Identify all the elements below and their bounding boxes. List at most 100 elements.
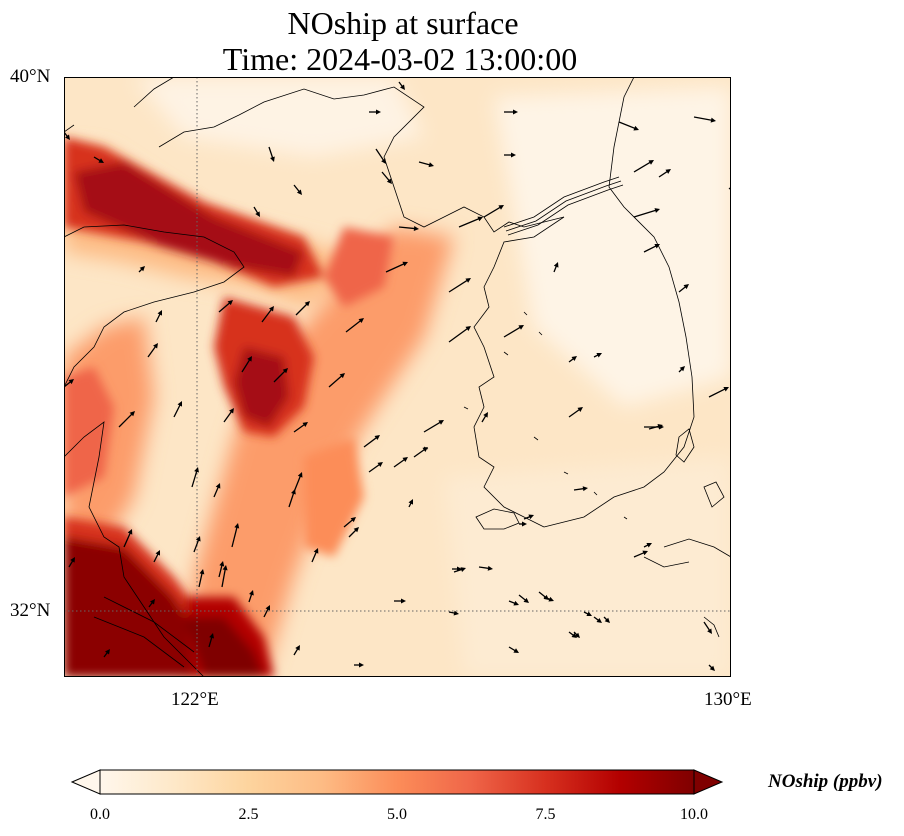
- lat-tick-label-40n: 40°N: [10, 66, 51, 87]
- wind-arrow-shaft: [633, 209, 658, 218]
- wind-arrow-head: [295, 645, 300, 651]
- wind-arrow-head: [374, 435, 380, 440]
- wind-arrow-shaft: [398, 226, 417, 230]
- wind-arrow-head: [571, 633, 577, 638]
- wind-arrow-shaft: [413, 448, 426, 458]
- wind-arrow-head: [153, 343, 158, 349]
- wind-arrow-head: [513, 109, 518, 115]
- wind-arrow-shaft: [288, 491, 295, 508]
- colorbar-tick-label: 10.0: [680, 806, 708, 823]
- wind-arrow-head: [665, 169, 671, 174]
- wind-arrow-head: [596, 618, 602, 623]
- wind-arrow-head: [548, 596, 554, 602]
- wind-arrow-head: [249, 590, 254, 596]
- wind-arrow-head: [401, 598, 406, 604]
- wind-arrow-head: [498, 205, 504, 210]
- wind-arrow-head: [522, 521, 527, 527]
- wind-arrow-head: [296, 189, 302, 195]
- wind-arrow-head: [523, 597, 529, 603]
- map-panel: [64, 77, 731, 677]
- wind-arrow-head: [255, 211, 260, 217]
- wind-arrow-head: [457, 566, 462, 572]
- wind-arrow-head: [177, 401, 182, 407]
- wind-arrow-head: [70, 557, 75, 563]
- wind-arrow-head: [709, 665, 715, 671]
- wind-arrow-head: [269, 306, 274, 312]
- map-title-line2: Time: 2024-03-02 13:00:00: [222, 41, 578, 77]
- wind-arrow-shaft: [123, 531, 132, 548]
- wind-arrow-shaft: [173, 403, 182, 418]
- wind-arrow-shaft: [231, 525, 238, 548]
- wind-arrow-shaft: [393, 458, 406, 468]
- wind-arrow-head: [487, 565, 493, 571]
- wind-arrow-head: [654, 244, 660, 249]
- wind-arrow-shaft: [483, 205, 502, 218]
- wind-arrow-head: [350, 517, 356, 523]
- wind-arrow-head: [157, 310, 162, 316]
- wind-arrow-head: [227, 300, 233, 306]
- wind-arrow-head: [413, 226, 419, 231]
- colorbar-extend-min: [70, 769, 101, 795]
- lon-tick-label-122e: 122°E: [171, 689, 219, 710]
- wind-arrow-head: [381, 158, 386, 164]
- wind-arrow-shaft: [328, 374, 344, 388]
- wind-arrow-head: [642, 550, 648, 556]
- wind-arrow-shaft: [381, 171, 391, 183]
- wind-arrow-head: [586, 611, 592, 616]
- wind-arrow-shaft: [345, 319, 363, 333]
- wind-arrow-head: [377, 462, 383, 467]
- wind-arrow-shaft: [728, 186, 731, 190]
- wind-arrow-head: [633, 125, 639, 131]
- wind-vectors: [64, 81, 731, 671]
- wind-arrow-shaft: [218, 563, 223, 578]
- wind-arrow-head: [511, 152, 516, 158]
- wind-arrow-head: [596, 353, 602, 358]
- wind-arrow-head: [195, 536, 201, 542]
- wind-arrow-shaft: [418, 161, 432, 166]
- wind-arrow-head: [683, 284, 689, 290]
- wind-arrow-head: [302, 422, 308, 427]
- wind-arrow-head: [422, 447, 428, 452]
- wind-arrow-shaft: [618, 121, 637, 130]
- wind-arrow-head: [98, 158, 104, 163]
- wind-arrow-head: [65, 134, 70, 140]
- wind-arrow-shaft: [118, 412, 134, 428]
- wind-arrow-head: [428, 162, 434, 168]
- wind-arrow-shaft: [241, 358, 251, 373]
- wind-arrow-head: [339, 373, 345, 379]
- colorbar: [70, 769, 724, 795]
- field-hotspots: [64, 137, 394, 677]
- wind-arrow-shaft: [643, 244, 658, 253]
- wind-arrow-head: [402, 457, 408, 462]
- wind-arrow-head: [465, 326, 471, 331]
- wind-arrow-head: [659, 424, 664, 430]
- wind-arrow-head: [376, 109, 381, 115]
- wind-arrow-shaft: [273, 369, 287, 383]
- wind-arrow-head: [199, 569, 205, 575]
- wind-arrow-shaft: [693, 116, 714, 122]
- wind-arrow-head: [604, 617, 610, 623]
- wind-arrow-head: [648, 160, 654, 165]
- wind-arrow-shaft: [268, 146, 274, 160]
- wind-arrow-shaft: [218, 301, 232, 313]
- wind-arrow-head: [518, 325, 524, 330]
- wind-arrow-head: [582, 486, 588, 492]
- lon-tick-label-130e: 130°E: [704, 689, 752, 710]
- wind-arrow-shaft: [568, 408, 581, 418]
- wind-arrow-head: [313, 548, 319, 554]
- wind-arrow-head: [386, 178, 392, 184]
- wind-arrow-shaft: [448, 327, 469, 343]
- wind-arrow-head: [710, 117, 716, 123]
- wind-arrow-head: [127, 529, 133, 535]
- colorbar-tick-label: 7.5: [535, 806, 556, 823]
- map-title-line1: NOship at surface: [287, 5, 519, 41]
- wind-arrow-head: [247, 356, 252, 362]
- colorbar-gradient: [99, 769, 695, 795]
- wind-arrow-shaft: [261, 308, 273, 323]
- wind-arrow-shaft: [343, 518, 355, 528]
- colorbar-label: NOship (ppbv): [768, 771, 883, 792]
- wind-arrow-shaft: [633, 160, 652, 173]
- wind-arrow-shaft: [191, 469, 198, 488]
- wind-arrow-head: [646, 543, 652, 548]
- wind-arrow-head: [209, 633, 215, 639]
